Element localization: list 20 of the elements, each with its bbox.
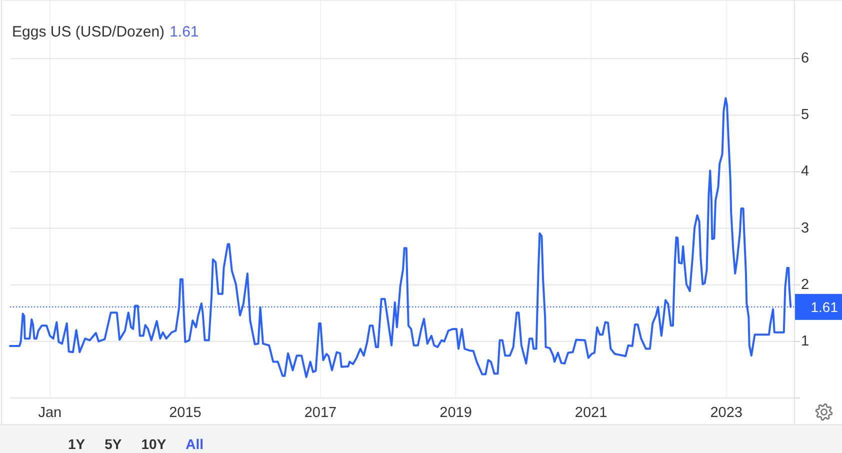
y-tick-label: 2 [801,276,810,293]
text: Eggs US (USD/Dozen) [12,24,165,40]
y-tick-label: 1 [801,333,810,350]
text: 10Y [141,436,167,452]
x-tick-label: 2021 [574,405,608,421]
x-tick-label: 2023 [710,405,742,421]
x-tick-label: 2015 [169,405,202,421]
x-tick-label: Jan [38,405,62,421]
x-tick-label: 2017 [304,405,337,421]
text: 5Y [104,436,122,452]
ref-line-label: 1.61 [810,298,838,315]
y-tick-label: 3 [801,220,810,236]
x-tick-label: 2019 [440,405,472,421]
y-tick-label: 5 [801,107,810,124]
text: All [186,436,204,452]
y-tick-label: 4 [801,164,810,180]
y-tick-label: 6 [801,50,810,67]
text: 1Y [68,436,86,452]
line-series [9,97,792,378]
text: 1.61 [170,24,199,40]
